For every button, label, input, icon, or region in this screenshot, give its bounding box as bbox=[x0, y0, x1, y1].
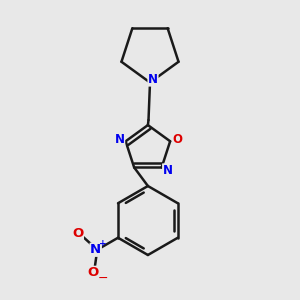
Text: O: O bbox=[87, 266, 98, 279]
Text: −: − bbox=[98, 272, 108, 284]
Text: O: O bbox=[173, 133, 183, 146]
Text: N: N bbox=[90, 243, 101, 256]
Text: N: N bbox=[148, 73, 158, 86]
Text: +: + bbox=[99, 239, 107, 248]
Text: N: N bbox=[115, 133, 124, 146]
Text: N: N bbox=[163, 164, 173, 177]
Text: O: O bbox=[72, 227, 83, 240]
